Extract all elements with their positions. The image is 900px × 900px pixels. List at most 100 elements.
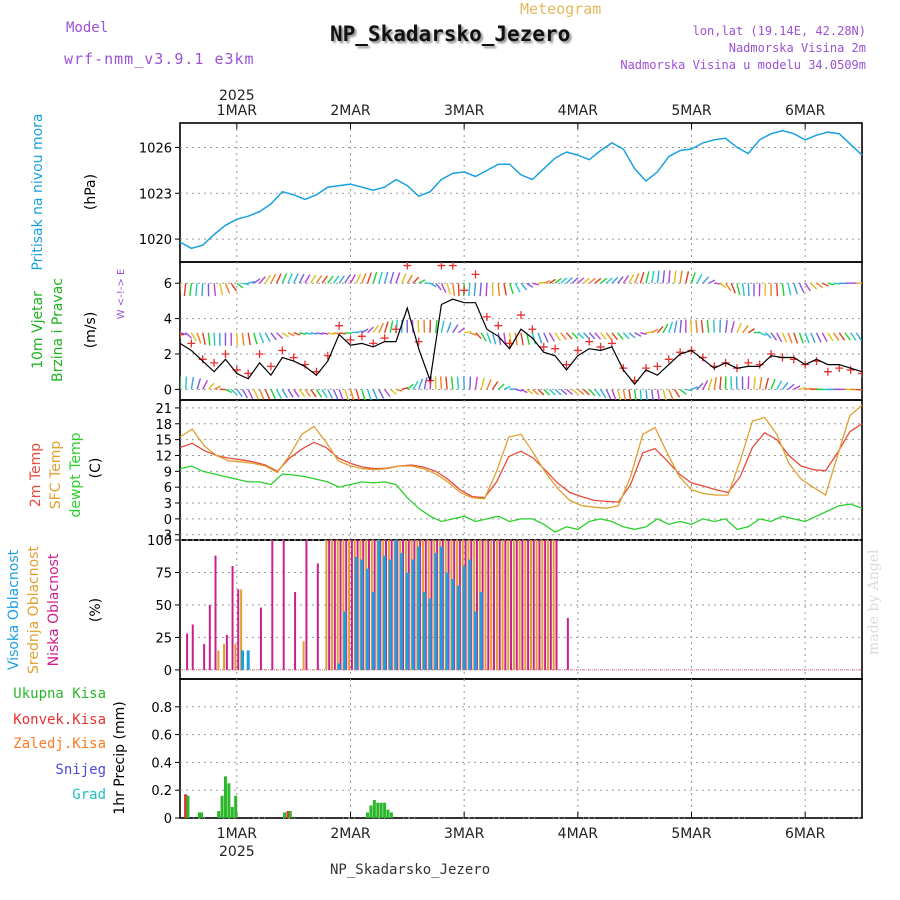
precip-legend-item: Grad	[72, 787, 106, 803]
wind-arrow	[469, 332, 477, 336]
wind-arrow	[503, 283, 507, 296]
wind-arrow	[764, 377, 770, 390]
wind-arrow	[696, 273, 703, 284]
wind-arrow	[770, 332, 777, 341]
cloud-mid-label: Srednja Oblacnost	[26, 546, 42, 674]
wind-arrow	[378, 389, 385, 399]
wind-arrow	[327, 332, 335, 336]
wind-arrow	[577, 332, 585, 340]
wind-arrow	[679, 319, 682, 333]
date-label-top: 1MAR	[217, 103, 258, 119]
gust-markers	[180, 262, 862, 385]
wind-arrow	[583, 277, 590, 284]
wind-arrow	[242, 282, 250, 286]
gust-marker	[266, 362, 275, 371]
precip-legend-item: Konvek.Kisa	[13, 712, 106, 728]
gust-marker	[596, 342, 605, 351]
wind-arrow	[645, 389, 648, 400]
date-label-top: 3MAR	[444, 103, 485, 119]
wind-arrow	[281, 389, 288, 399]
wind-arrow	[464, 330, 471, 334]
model-label: Model	[66, 20, 109, 36]
wind-arrow	[810, 282, 818, 290]
wind-arrow	[372, 389, 378, 400]
wind-arrow	[378, 271, 383, 284]
wind-arrow	[793, 385, 801, 390]
y-tick-label: -3	[159, 529, 172, 544]
wind-arrow	[259, 276, 266, 284]
y-tick-label: 0	[164, 513, 172, 528]
wind-arrow	[383, 271, 389, 284]
gust-marker	[255, 350, 264, 358]
temp-2m-label: 2m Temp	[28, 443, 44, 507]
wind-arrow	[456, 376, 460, 390]
wind-arrow	[617, 276, 624, 284]
wind-arrow	[327, 389, 334, 399]
wind-arrow	[236, 388, 243, 398]
wind-arrow	[514, 332, 518, 346]
wind-arrow	[338, 389, 344, 400]
wind-arrow	[486, 379, 492, 390]
wind-arrow	[622, 332, 630, 340]
wind-arrow	[787, 332, 793, 344]
precip-bar-total	[234, 795, 238, 818]
wind-arrow	[253, 389, 259, 400]
gust-marker	[846, 365, 855, 374]
date-label-bottom: 2MAR	[330, 826, 371, 842]
wind-arrow	[622, 275, 630, 284]
pressure-line	[179, 129, 863, 250]
date-label-bottom: 1MAR	[217, 826, 258, 842]
wind-arrow	[736, 283, 741, 296]
y-tick-label: 100	[147, 534, 172, 549]
wind-speed-line	[179, 298, 863, 386]
wind-arrow	[673, 320, 678, 333]
wind-arrow	[565, 332, 573, 340]
wind-arrow	[838, 332, 846, 341]
wind-arrow	[520, 282, 528, 291]
gust-marker	[562, 360, 571, 369]
wind-arrow	[805, 387, 812, 391]
wind-arrow	[685, 388, 693, 392]
wind-arrow	[679, 270, 683, 284]
wind-arrow	[554, 277, 562, 284]
wind-arrow	[730, 282, 736, 294]
gust-marker	[858, 369, 862, 378]
wind-arrows	[180, 270, 862, 400]
precip-bar-total	[383, 802, 387, 818]
wind-arrow	[224, 282, 231, 294]
wind-arrow	[213, 283, 217, 297]
wind-arrow	[651, 389, 654, 400]
year-label-bottom: 2025	[219, 844, 255, 860]
wind-arrow	[537, 388, 545, 396]
y-tick-label: 0.6	[151, 729, 172, 744]
wind-arrow	[605, 277, 613, 284]
panel-frame-3	[179, 539, 863, 680]
wind-arrow	[190, 376, 195, 390]
wind-arrow	[241, 389, 248, 399]
wind-arrow	[690, 272, 696, 284]
wind-arrow	[821, 332, 828, 342]
wind-arrow	[515, 388, 522, 392]
gust-marker	[289, 353, 298, 362]
wind-arrow	[344, 389, 350, 400]
wind-arrow	[327, 275, 334, 284]
gust-marker	[607, 339, 616, 348]
gust-marker	[835, 364, 844, 373]
wind-arrow	[349, 274, 356, 284]
wind-arrow	[719, 376, 722, 390]
wind-arrow	[275, 273, 282, 284]
wind-arrow	[594, 388, 601, 397]
wind-arrow	[321, 332, 329, 335]
precip-bar-total	[369, 805, 373, 818]
precip-bar-total	[186, 795, 190, 818]
wind-arrow	[656, 270, 660, 284]
wind-arrow	[355, 273, 362, 284]
gust-marker	[369, 339, 378, 348]
y-tick-label: 25	[155, 631, 172, 646]
wind-arrow	[350, 331, 358, 334]
wind-arrow	[219, 283, 224, 296]
wind-compass-label: W <-!-> E	[116, 269, 127, 320]
wind-arrow	[315, 275, 323, 284]
wind-arrow	[662, 270, 666, 284]
wind-arrow	[577, 277, 585, 284]
